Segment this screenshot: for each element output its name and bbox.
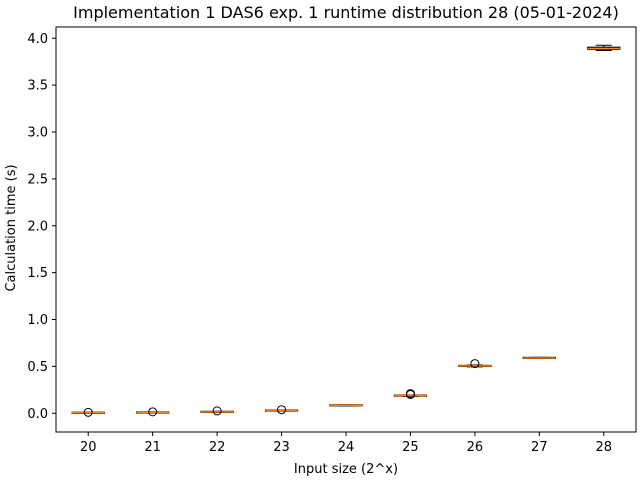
y-tick-label-1.5: 1.5 <box>27 266 48 281</box>
y-tick-label-1.0: 1.0 <box>27 313 48 328</box>
x-tick-label-23: 23 <box>273 440 290 455</box>
x-axis-label: Input size (2^x) <box>294 462 398 477</box>
x-tick-label-21: 21 <box>144 440 161 455</box>
y-tick-label-0.5: 0.5 <box>27 360 48 375</box>
y-tick-label-2.0: 2.0 <box>27 219 48 234</box>
y-tick-label-0.0: 0.0 <box>27 407 48 422</box>
y-tick-label-4.0: 4.0 <box>27 32 48 47</box>
plot-area: 0.0 0.5 1.0 1.5 2.0 2.5 3.0 3.5 4.0 20 21 22 23 24 25 2… <box>27 26 637 455</box>
outlier-22-0 <box>212 406 222 416</box>
y-tick-label-2.5: 2.5 <box>27 172 48 187</box>
y-axis-label: Calculation time (s) <box>4 164 19 291</box>
outlier-21-0 <box>148 407 158 417</box>
x-tick-label-27: 27 <box>531 440 548 455</box>
outlier-23-0 <box>277 405 287 415</box>
plot-frame <box>55 26 637 433</box>
x-tick-label-20: 20 <box>80 440 97 455</box>
outlier-25-1 <box>405 389 415 399</box>
x-tick-label-26: 26 <box>467 440 484 455</box>
x-tick-label-22: 22 <box>209 440 226 455</box>
y-tick-label-3.5: 3.5 <box>27 79 48 94</box>
x-tick-label-28: 28 <box>596 440 613 455</box>
outlier-20-0 <box>83 407 93 417</box>
y-tick-label-3.0: 3.0 <box>27 126 48 141</box>
chart-title: Implementation 1 DAS6 exp. 1 runtime dis… <box>73 3 619 22</box>
x-tick-label-25: 25 <box>402 440 419 455</box>
outlier-26-0 <box>470 359 480 369</box>
x-tick-label-24: 24 <box>338 440 355 455</box>
